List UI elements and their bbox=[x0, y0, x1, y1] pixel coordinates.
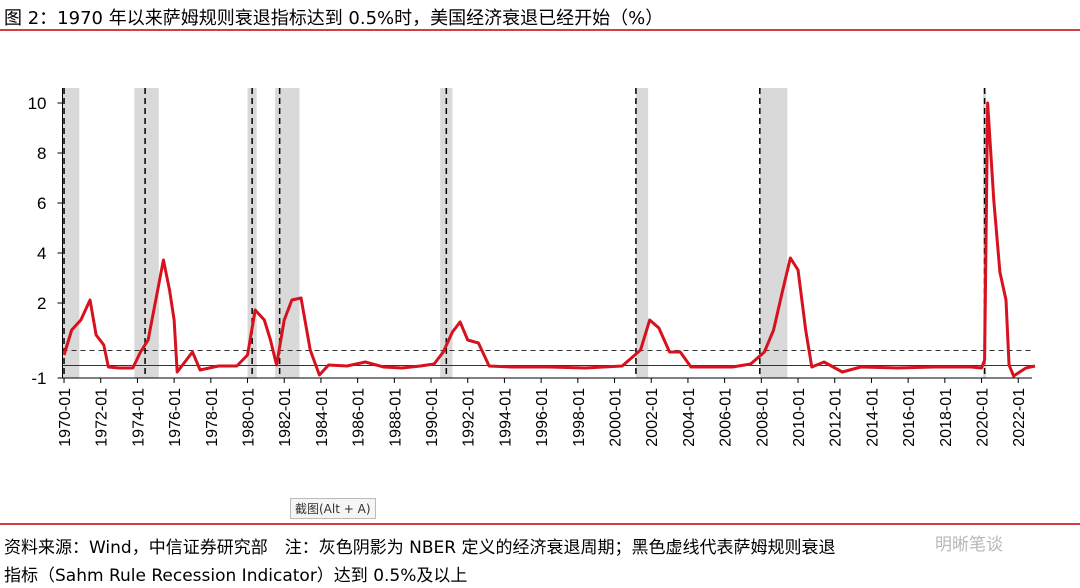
x-tick-label: 2022-01 bbox=[1011, 388, 1028, 447]
footer-note: 资料来源：Wind，中信证券研究部 注：灰色阴影为 NBER 定义的经济衰退周期… bbox=[4, 538, 836, 558]
recession-band bbox=[635, 88, 649, 378]
x-tick-label: 1970-01 bbox=[57, 388, 74, 447]
x-tick-label: 1976-01 bbox=[167, 388, 184, 447]
y-tick-label: -1 bbox=[31, 369, 46, 388]
recession-band bbox=[275, 88, 300, 378]
x-tick-label: 1996-01 bbox=[534, 388, 551, 447]
x-tick-label: 2006-01 bbox=[718, 388, 735, 447]
y-tick-label: 6 bbox=[37, 194, 46, 213]
x-tick-label: 2014-01 bbox=[864, 388, 881, 447]
x-tick-label: 2018-01 bbox=[938, 388, 955, 447]
x-tick-label: 2020-01 bbox=[975, 388, 992, 447]
x-tick-label: 2004-01 bbox=[681, 388, 698, 447]
y-tick-label: 2 bbox=[37, 294, 46, 313]
y-tick-label: 10 bbox=[28, 94, 47, 113]
x-tick-label: 1994-01 bbox=[497, 388, 514, 447]
x-tick-label: 2000-01 bbox=[608, 388, 625, 447]
x-tick-label: 2010-01 bbox=[791, 388, 808, 447]
recession-band bbox=[62, 88, 80, 378]
x-tick-label: 1992-01 bbox=[461, 388, 478, 447]
x-tick-label: 1998-01 bbox=[571, 388, 588, 447]
x-tick-label: 1982-01 bbox=[277, 388, 294, 447]
x-tick-label: 2012-01 bbox=[828, 388, 845, 447]
y-tick-label: 8 bbox=[37, 144, 46, 163]
x-tick-label: 2016-01 bbox=[901, 388, 918, 447]
x-tick-label: 1990-01 bbox=[424, 388, 441, 447]
x-tick-label: 1974-01 bbox=[130, 388, 147, 447]
x-tick-label: 1986-01 bbox=[351, 388, 368, 447]
data-line bbox=[62, 101, 1036, 378]
x-tick-label: 1972-01 bbox=[94, 388, 111, 447]
x-tick-label: 1984-01 bbox=[314, 388, 331, 447]
watermark: 明晰笔谈 bbox=[935, 535, 1003, 555]
recession-band bbox=[134, 88, 159, 378]
figure-title: 图 2：1970 年以来萨姆规则衰退指标达到 0.5%时，美国经济衰退已经开始（… bbox=[4, 8, 664, 29]
recession-band bbox=[759, 88, 788, 378]
y-tick-label: 4 bbox=[37, 244, 46, 263]
x-tick-label: 1980-01 bbox=[241, 388, 258, 447]
x-tick-label: 2008-01 bbox=[754, 388, 771, 447]
x-tick-label: 1988-01 bbox=[387, 388, 404, 447]
x-tick-label: 2002-01 bbox=[644, 388, 661, 447]
footer-note: 指标（Sahm Rule Recession Indicator）达到 0.5%… bbox=[4, 566, 468, 586]
tooltip: 截图(Alt + A) bbox=[290, 498, 376, 519]
x-tick-label: 1978-01 bbox=[204, 388, 221, 447]
